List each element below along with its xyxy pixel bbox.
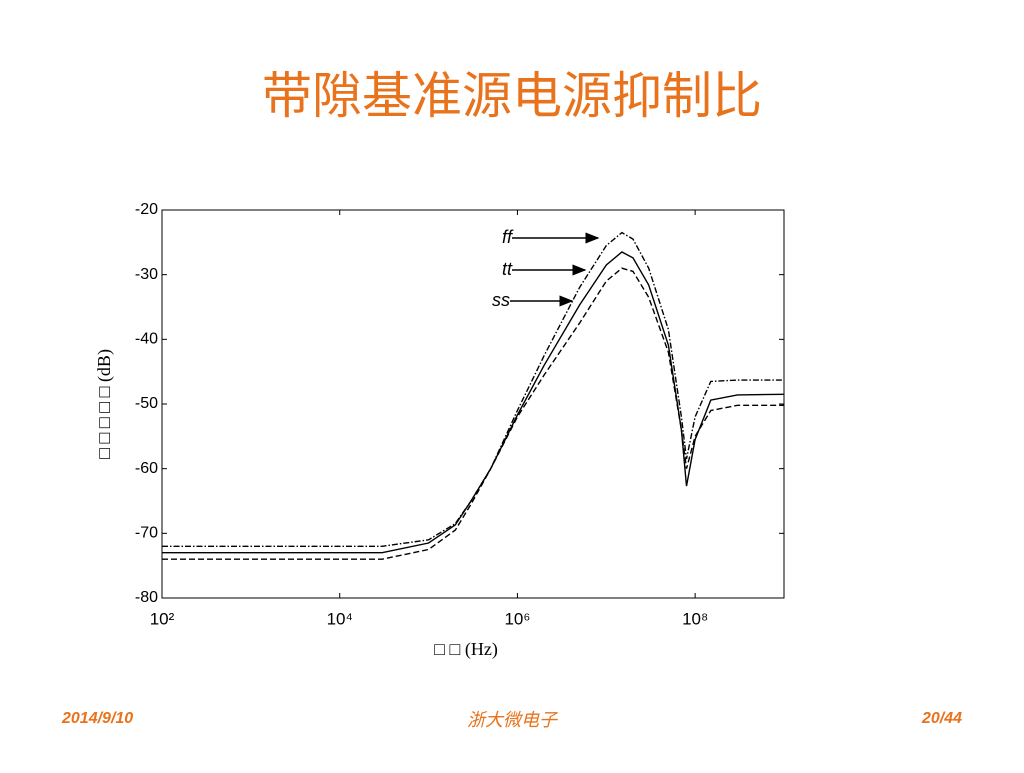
footer-page: 20/44 (921, 710, 962, 727)
y-tick-label: -40 (135, 331, 158, 348)
series-label: ff (502, 227, 514, 247)
x-tick-label: 10² (150, 609, 175, 628)
y-tick-label: -70 (135, 525, 158, 542)
series-line (162, 267, 784, 560)
x-tick-label: 10⁴ (327, 609, 353, 628)
y-tick-label: -50 (135, 395, 158, 412)
series-line (162, 251, 785, 554)
series-label: tt (502, 259, 513, 279)
x-tick-label: 10⁸ (682, 609, 708, 628)
slide-title: 带隙基准源电源抑制比 (262, 67, 762, 125)
plot-frame (161, 209, 785, 599)
y-tick-label: -80 (135, 589, 158, 606)
series-line (162, 231, 784, 547)
x-axis-label: □ □ (Hz) (434, 639, 498, 660)
y-tick-label: -60 (135, 460, 158, 477)
y-tick-label: -30 (135, 266, 158, 283)
footer-date: 2014/9/10 (61, 710, 133, 727)
footer-org: 浙大微电子 (467, 710, 559, 730)
x-tick-label: 10⁶ (504, 609, 530, 628)
y-tick-label: -20 (135, 201, 158, 218)
y-axis-label: □ □ □ □ □ (dB) (94, 349, 115, 459)
series-label: ss (492, 290, 510, 310)
